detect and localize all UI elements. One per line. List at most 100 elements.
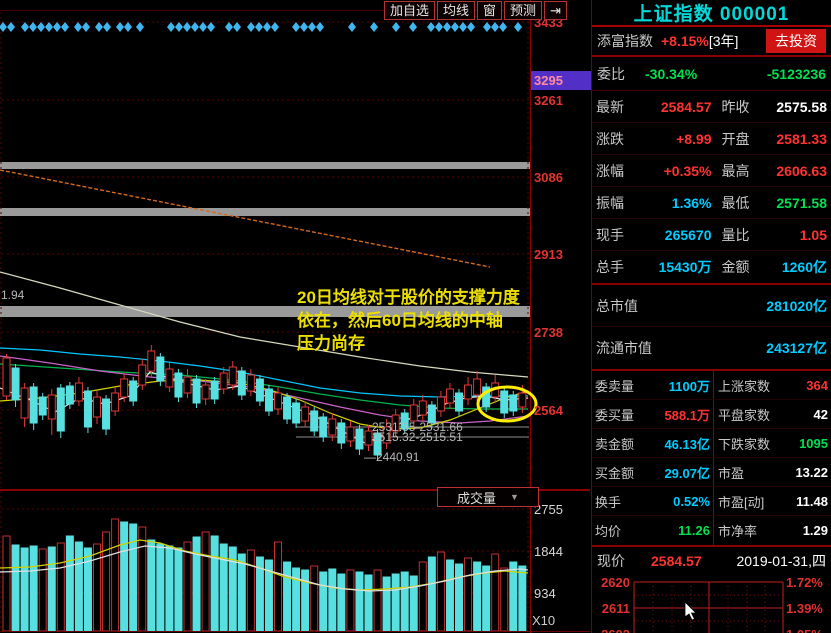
price-tag-label: —2440.91 — [364, 450, 420, 464]
volume-axis-label: 1844 — [534, 544, 563, 559]
toolbar-button-3[interactable]: 预测 — [504, 1, 543, 20]
quote-value: 265670 — [664, 226, 712, 243]
diamond-marker-icon — [271, 22, 279, 32]
diamond-marker-icon — [37, 22, 45, 32]
resistance-band — [0, 162, 530, 169]
quote-value: 2575.58 — [776, 98, 827, 115]
volume-pane-divider — [0, 489, 590, 491]
mini-axis-price: 2620 — [601, 575, 630, 590]
diamond-marker-icon — [499, 22, 507, 32]
quote-panel: 上证指数 000001 添富指数 +8.15% [3年] 去投资 委比 -30.… — [591, 0, 831, 633]
diamond-marker-icon — [175, 22, 183, 32]
diamond-marker-icon — [124, 22, 132, 32]
diamond-marker-icon — [45, 22, 53, 32]
quote-value: 2571.58 — [776, 194, 827, 211]
cap-value: 281020亿 — [766, 297, 827, 314]
fund-promo-row: 添富指数 +8.15% [3年] 去投资 — [592, 27, 831, 57]
toolbar-button-2[interactable]: 窗 — [477, 1, 503, 20]
detail-right: 上涨家数 364 — [714, 371, 831, 399]
annotation-line-2: 压力尚存 — [297, 334, 365, 353]
quote-label: 最低 — [721, 194, 750, 211]
quote-row: 振幅 1.36% 最低 2571.58 — [592, 187, 831, 219]
diamond-marker-icon — [443, 22, 451, 32]
market-cap-rows: 总市值 281020亿 流通市值 243127亿 — [592, 283, 831, 371]
diamond-marker-icon — [116, 22, 124, 32]
volume-unit-label: X10 — [532, 613, 556, 628]
detail-right: 下跌家数 1095 — [714, 429, 831, 457]
detail-rows: 委卖量 1100万 上涨家数 364 委买量 588.1万 平盘家数 42 卖金额 46.13亿下… — [592, 371, 831, 545]
diamond-marker-icon — [199, 22, 207, 32]
quote-value: 1260亿 — [781, 259, 827, 275]
quote-label: 涨幅 — [596, 162, 624, 179]
price-tag-label: 2515.32-2515.51 — [372, 430, 463, 444]
intraday-mini-chart[interactable]: 2620 2611 2602 1.72% 1.39% 1.05% — [592, 575, 831, 633]
chart-bottom-line — [0, 631, 590, 632]
detail-row: 均价 11.26 市净率 1.29 — [592, 516, 831, 545]
detail-label: 换手 — [595, 494, 622, 510]
detail-right: 市盈[动] 11.48 — [714, 487, 831, 515]
diamond-marker-icon — [0, 22, 7, 32]
diamond-marker-icon — [459, 22, 467, 32]
detail-row: 换手 0.52% 市盈[动] 11.48 — [592, 487, 831, 516]
diamond-marker-icon — [53, 22, 61, 32]
mini-axis-price: 2602 — [592, 627, 630, 633]
detail-label: 卖金额 — [595, 436, 635, 452]
fund-period: [3年] — [708, 33, 739, 49]
invest-button[interactable]: 去投资 — [766, 29, 826, 53]
market-cap-row: 流通市值 243127亿 — [592, 327, 831, 369]
diamond-marker-icon — [292, 22, 300, 32]
volume-indicator-dropdown[interactable]: 成交量 ▼ — [437, 487, 539, 507]
detail-label: 委卖量 — [595, 378, 635, 394]
diamond-marker-icon — [167, 22, 175, 32]
diamond-marker-icon — [255, 22, 263, 32]
toolbar-button-0[interactable]: 加自选 — [384, 1, 436, 20]
price-axis-label: 2738 — [534, 325, 563, 340]
annotation-line-0: 20日均线对于股价的支撑力度 — [297, 288, 520, 307]
chart-region: 3433 3295 3261 3086 2913 2738 2564 2755 1844 934 … — [0, 0, 592, 633]
diamond-marker-icon — [136, 22, 144, 32]
detail-row: 卖金额 46.13亿 下跌家数 1095 — [592, 429, 831, 458]
diamond-marker-icon — [95, 22, 103, 32]
quote-label: 开盘 — [721, 130, 750, 147]
detail-value: 1100万 — [668, 378, 710, 394]
detail-value: 11.48 — [796, 493, 828, 509]
detail-label: 委买量 — [595, 407, 635, 423]
quote-label: 最高 — [721, 162, 750, 179]
fund-change: +8.15% — [661, 33, 709, 49]
detail-value: 1095 — [799, 435, 828, 451]
detail-label: 上涨家数 — [718, 378, 771, 394]
chart-toolbar: 加自选 均线窗预测 ⇥ — [384, 1, 567, 20]
quote-value: +0.35% — [663, 162, 712, 179]
quote-value: 1.36% — [671, 194, 712, 211]
detail-value: 29.07亿 — [664, 465, 710, 481]
mini-axis-percent: 1.05% — [786, 627, 823, 633]
chart-top-line — [0, 10, 530, 11]
mini-axis-price: 2611 — [601, 601, 630, 616]
price-axis-label: 3261 — [534, 93, 563, 108]
quote-label: 总手 — [596, 259, 624, 275]
quote-value: 2581.33 — [776, 130, 827, 147]
quote-label: 现手 — [596, 226, 624, 243]
quote-value: 15430万 — [658, 259, 712, 275]
detail-label: 平盘家数 — [718, 407, 771, 423]
detail-left: 买金额 29.07亿 — [592, 458, 714, 486]
diamond-marker-icon — [409, 22, 417, 32]
diamond-marker-icon — [61, 22, 69, 32]
diamond-marker-icon — [491, 22, 499, 32]
detail-label: 买金额 — [595, 465, 635, 481]
toolbar-button-1[interactable]: 均线 — [437, 1, 476, 20]
diamond-marker-icon — [427, 22, 435, 32]
current-price-row: 现价 2584.57 2019-01-31,四 — [592, 545, 831, 575]
detail-left: 委买量 588.1万 — [592, 400, 714, 428]
detail-row: 委卖量 1100万 上涨家数 364 — [592, 371, 831, 400]
diamond-marker-icon — [316, 22, 324, 32]
quote-value: 2584.57 — [660, 98, 712, 115]
quote-value: 1.05 — [799, 226, 827, 243]
diamond-marker-icon — [7, 22, 15, 32]
weibi-percent: -30.34% — [645, 65, 698, 82]
diamond-marker-icon — [21, 22, 29, 32]
detail-value: 11.26 — [678, 523, 710, 538]
jump-to-latest-icon[interactable]: ⇥ — [544, 1, 567, 20]
quote-value: +8.99 — [676, 130, 712, 147]
diamond-marker-icon — [392, 22, 400, 32]
